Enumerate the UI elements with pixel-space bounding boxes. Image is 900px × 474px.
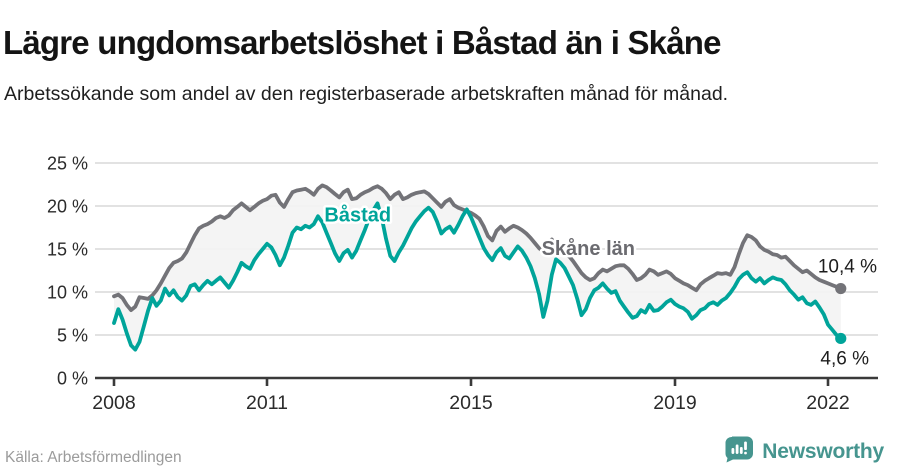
series-label: Skåne län [542, 237, 635, 260]
bastad-end-dot [835, 332, 847, 345]
newsworthy-logo[interactable]: Newsworthy [725, 436, 884, 468]
x-tick-label: 2008 [92, 392, 135, 414]
newsworthy-icon [725, 436, 754, 468]
skane-end-dot [835, 282, 847, 295]
y-tick-label: 0 % [57, 369, 88, 389]
y-tick-label: 15 % [47, 240, 88, 260]
series-label: Båstad [324, 204, 391, 227]
x-tick-label: 2022 [806, 392, 849, 414]
y-tick-label: 20 % [47, 197, 88, 217]
y-tick-label: 5 % [57, 326, 88, 346]
page-title: Lägre ungdomsarbetslöshet i Båstad än i … [3, 24, 722, 62]
gap-band [114, 185, 841, 350]
bastad-end-label: 4,6 % [820, 348, 869, 369]
x-tick-label: 2019 [653, 392, 696, 414]
y-tick-label: 25 % [47, 154, 88, 174]
skane-line [112, 183, 843, 313]
x-tick-label: 2015 [449, 392, 493, 414]
skane-end-label: 10,4 % [818, 257, 877, 278]
y-tick-label: 10 % [47, 283, 88, 303]
newsworthy-wordmark: Newsworthy [762, 440, 884, 463]
page-subtitle: Arbetssökande som andel av den registerb… [4, 82, 729, 105]
bastad-line [112, 201, 843, 352]
x-tick-label: 2011 [246, 392, 288, 414]
unemployment-line-chart: 0 % 5 % 10 % 15 % 20 % 25 % 2008 2011 2015 2019 20… [47, 154, 878, 414]
chart-area: 0 % 5 % 10 % 15 % 20 % 25 % 2008 2011 2015 2019 20… [0, 130, 900, 430]
footer: Källa: Arbetsförmedlingen Newsworthy [0, 430, 900, 474]
source-note: Källa: Arbetsförmedlingen [5, 449, 182, 466]
